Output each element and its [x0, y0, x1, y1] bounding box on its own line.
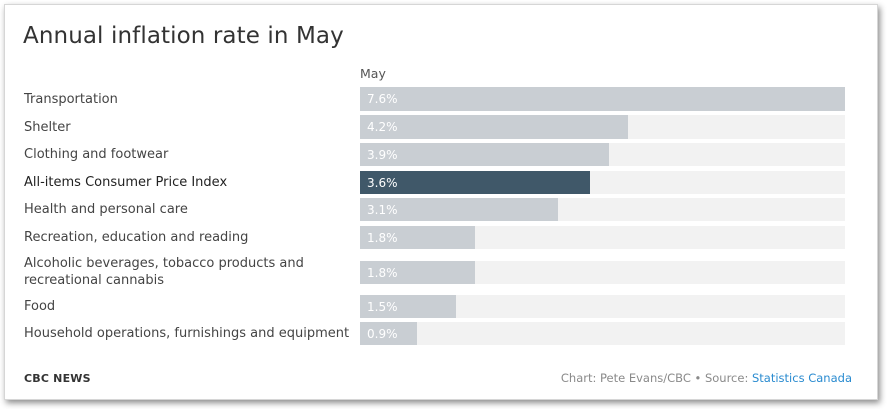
bar-value-label: 7.6%: [367, 92, 398, 106]
bar-track: 1.8%: [360, 261, 845, 284]
credit-text: Chart: Pete Evans/CBC • Source:: [560, 371, 752, 385]
source-link[interactable]: Statistics Canada: [752, 371, 852, 385]
brand-label: CBC NEWS: [24, 372, 91, 385]
bar: [360, 115, 628, 139]
category-label-text: Transportation: [24, 91, 118, 107]
bar-value-label: 3.1%: [367, 202, 398, 217]
column-header: May: [360, 66, 386, 81]
bar: [360, 295, 456, 318]
bar: [360, 87, 845, 111]
bar: [360, 226, 475, 249]
bar-track: 1.5%: [360, 295, 845, 318]
category-label: Clothing and footwear: [24, 143, 354, 166]
bar-track: 1.8%: [360, 226, 845, 249]
bar: [360, 198, 558, 221]
category-label: Health and personal care: [24, 198, 354, 221]
bar-track: 3.1%: [360, 198, 845, 221]
bar-value-label: 1.8%: [367, 265, 398, 280]
category-label-text: Clothing and footwear: [24, 147, 169, 162]
chart-credit: Chart: Pete Evans/CBC • Source: Statisti…: [561, 371, 852, 385]
category-label: All-items Consumer Price Index: [24, 171, 354, 194]
category-label: Alcoholic beverages, tobacco products an…: [24, 251, 354, 293]
bar: [360, 171, 590, 194]
bar: [360, 143, 609, 166]
bar: [360, 322, 417, 345]
category-label: Household operations, furnishings and eq…: [24, 322, 354, 345]
bar-value-label: 0.9%: [367, 326, 398, 341]
bar: [360, 261, 475, 284]
category-label-text: All-items Consumer Price Index: [24, 175, 228, 190]
bar-value-label: 3.9%: [367, 147, 398, 162]
chart-title: Annual inflation rate in May: [23, 23, 344, 49]
category-label-text: Recreation, education and reading: [24, 230, 249, 245]
category-label: Recreation, education and reading: [24, 226, 354, 249]
category-label-text: Household operations, furnishings and eq…: [24, 326, 350, 341]
category-label-text: Health and personal care: [24, 202, 188, 217]
bar-track: 0.9%: [360, 322, 845, 345]
bar-track: 3.6%: [360, 171, 845, 194]
category-label-text: Food: [24, 299, 56, 314]
category-label: Shelter: [24, 115, 354, 139]
bar-value-label: 3.6%: [367, 175, 398, 190]
category-label: Transportation: [24, 87, 354, 111]
bar-value-label: 1.8%: [367, 230, 398, 245]
bar-track: 3.9%: [360, 143, 845, 166]
category-label: Food: [24, 295, 354, 318]
category-label-text: Shelter: [24, 119, 71, 135]
chart-card: Annual inflation rate in May May CBC NEW…: [4, 4, 878, 400]
bar-value-label: 4.2%: [367, 120, 398, 134]
bar-value-label: 1.5%: [367, 299, 398, 314]
bar-track: 4.2%: [360, 115, 845, 139]
bar-track: 7.6%: [360, 87, 845, 111]
category-label-text: Alcoholic beverages, tobacco products an…: [24, 256, 304, 288]
